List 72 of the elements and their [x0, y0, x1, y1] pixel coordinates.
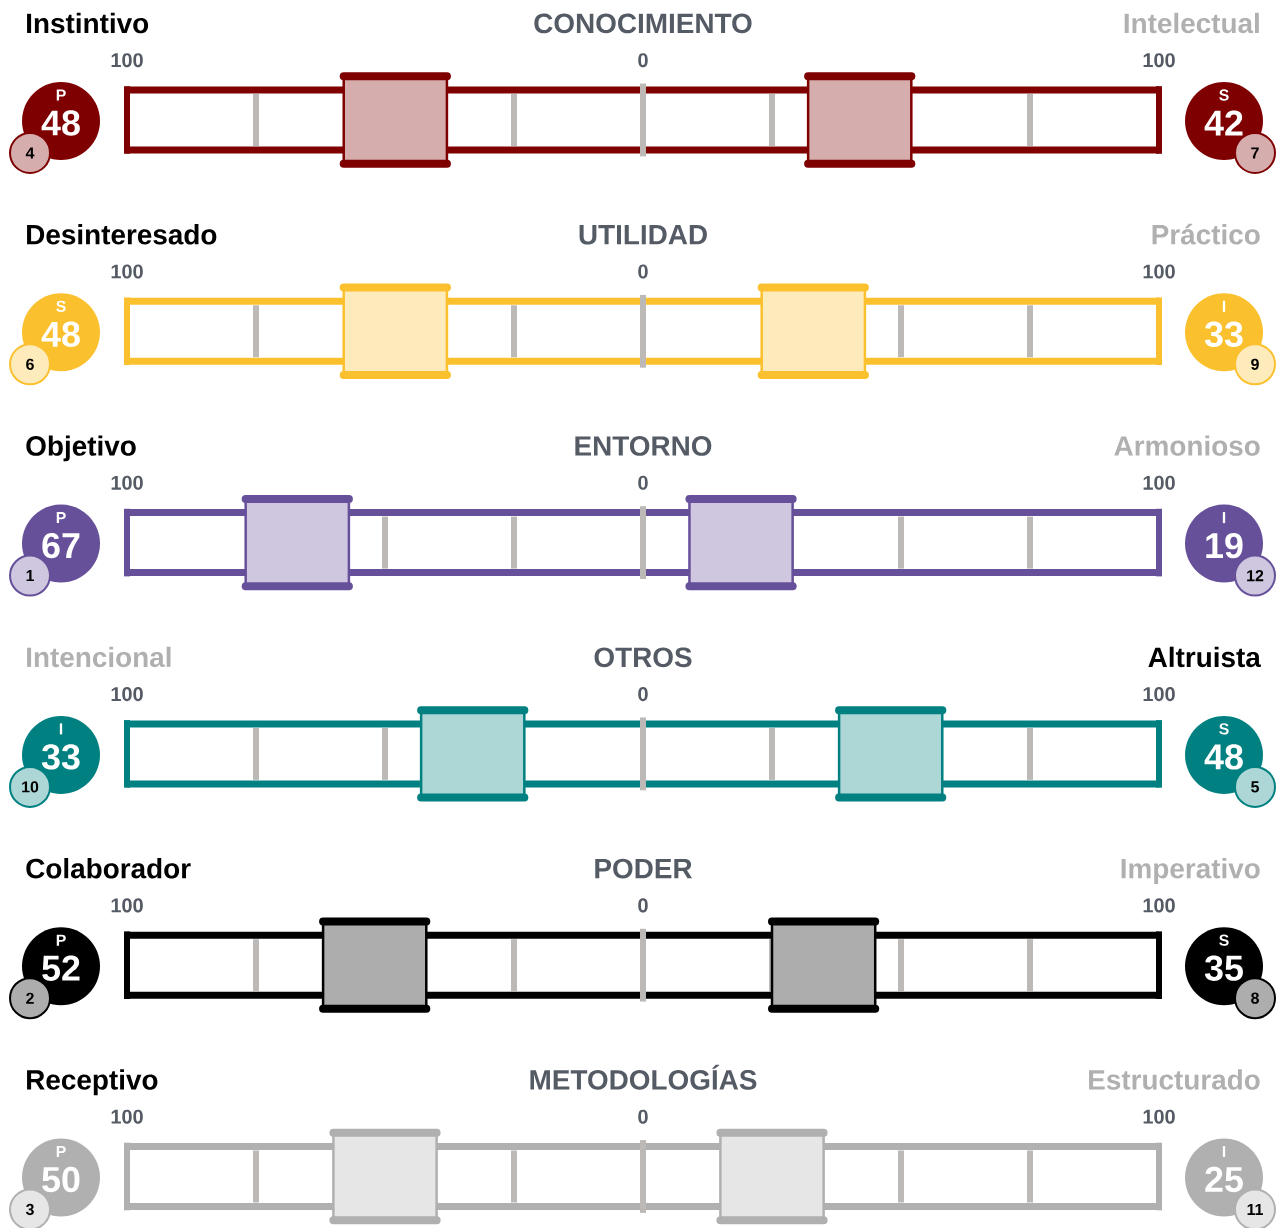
text: 100 — [111, 475, 143, 490]
text: 0 — [638, 1109, 648, 1124]
data-label: 35 — [1204, 955, 1243, 981]
text: 8 — [1251, 992, 1259, 1004]
text: 100 — [111, 1109, 143, 1124]
text: 100 — [1143, 898, 1175, 913]
text: 1 — [26, 570, 34, 582]
data-label: 48 — [1204, 744, 1243, 770]
text: ENTORNO — [575, 436, 712, 456]
category-label: Intencional — [27, 646, 171, 668]
text: S — [1219, 723, 1229, 735]
text: I — [1222, 512, 1226, 524]
category-label: Desinteresado — [27, 224, 217, 245]
category-label: Altruista — [1148, 646, 1261, 668]
text: 5 — [1251, 781, 1259, 793]
text: S — [1219, 89, 1229, 101]
category-label: Estructurado — [1089, 1069, 1260, 1090]
text: P — [56, 1146, 66, 1157]
text: 4 — [25, 147, 35, 159]
text: 9 — [1251, 358, 1259, 370]
text: P — [56, 512, 66, 524]
data-label: 52 — [42, 955, 80, 981]
text: 100 — [111, 898, 143, 913]
text: 100 — [1143, 264, 1175, 279]
text: 7 — [1251, 147, 1259, 159]
text: PODER — [595, 858, 693, 879]
text: I — [1222, 300, 1226, 312]
category-label: Armonioso — [1114, 435, 1260, 456]
text: 0 — [638, 898, 648, 913]
data-label: 19 — [1206, 532, 1243, 559]
text: S — [56, 300, 66, 312]
text: OTROS — [594, 647, 692, 668]
text: 2 — [26, 992, 34, 1004]
data-label: 42 — [1204, 110, 1243, 136]
text: 0 — [638, 687, 648, 702]
text: P — [56, 934, 66, 946]
text: 100 — [111, 53, 143, 68]
text: 0 — [638, 53, 648, 68]
text: 12 — [1247, 570, 1264, 582]
text: METODOLOGÍAS — [530, 1064, 757, 1090]
data-label: 33 — [41, 744, 80, 770]
data-label: 48 — [41, 110, 80, 136]
category-label: Receptivo — [27, 1069, 158, 1096]
category-label: Práctico — [1152, 223, 1260, 245]
text: 100 — [111, 264, 143, 279]
text: 6 — [26, 358, 34, 370]
category-label: Instintivo — [27, 12, 149, 34]
data-label: 25 — [1205, 1166, 1243, 1193]
text: 3 — [25, 1203, 34, 1216]
text: 100 — [1143, 687, 1175, 702]
text: CONOCIMIENTO — [534, 13, 752, 34]
text: 100 — [1143, 1109, 1175, 1124]
category-label: Imperativo — [1121, 857, 1260, 884]
text: 11 — [1247, 1204, 1263, 1215]
text: 10 — [22, 781, 39, 793]
text: P — [56, 89, 66, 101]
text: S — [1219, 934, 1229, 946]
category-label: Intelectual — [1124, 12, 1259, 34]
text: I — [59, 723, 63, 735]
text: UTILIDAD — [579, 225, 707, 245]
data-label: 48 — [41, 321, 80, 347]
text: 100 — [1143, 53, 1175, 68]
text: 100 — [111, 687, 143, 702]
data-label: 67 — [42, 532, 80, 559]
data-label: 33 — [1204, 321, 1243, 348]
category-label: Colaborador — [26, 857, 191, 879]
text: 0 — [638, 264, 648, 279]
text: I — [1222, 1146, 1226, 1157]
text: 100 — [1143, 475, 1175, 490]
text: 0 — [638, 475, 648, 490]
category-label: Objetivo — [26, 435, 136, 462]
data-label: 50 — [42, 1166, 80, 1193]
